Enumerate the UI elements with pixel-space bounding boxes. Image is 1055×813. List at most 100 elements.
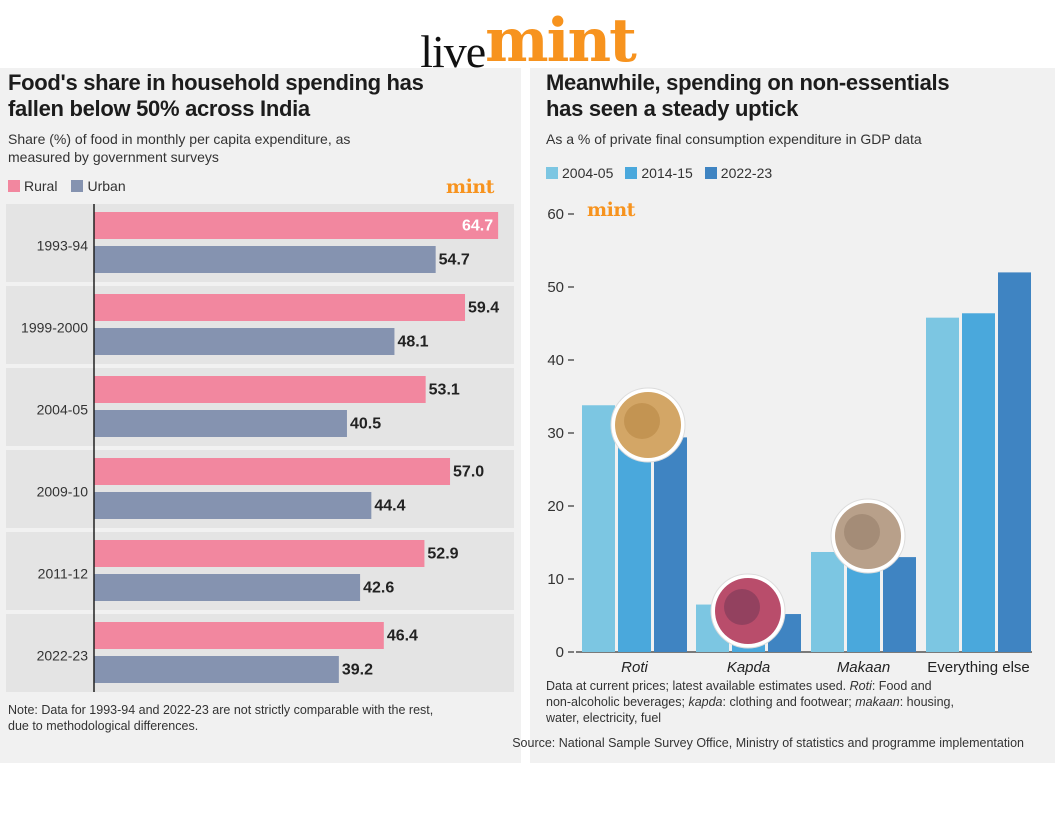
value-label-rural: 46.4	[387, 628, 418, 645]
legend-item-2004-05: 2004-05	[546, 165, 613, 181]
left-mint-watermark: mint	[446, 176, 494, 198]
right-note-line-3: water, electricity, fuel	[546, 711, 662, 725]
legend-label-urban: Urban	[87, 178, 126, 194]
bar-rural	[94, 540, 425, 567]
left-subtitle-line-2: measured by government surveys	[8, 149, 219, 165]
right-note-line-2-c: : clothing and footwear;	[722, 695, 856, 709]
x-category-label: Kapda	[727, 659, 770, 676]
legend-swatch-urban	[71, 180, 84, 192]
right-note-roti: Roti	[849, 679, 872, 693]
right-note-line-2: non-alcoholic beverages; kapda: clothing…	[546, 694, 954, 710]
left-chart-legend: Rural Urban	[8, 178, 126, 194]
legend-label-2014-15: 2014-15	[641, 165, 693, 181]
left-chart-subtitle: Share (%) of food in monthly per capita …	[8, 130, 350, 166]
y-tick-label: 50	[547, 279, 564, 296]
right-note-line-2-e: : housing,	[899, 695, 954, 709]
bar-2022-23	[654, 437, 687, 652]
right-chart-legend: 2004-05 2014-15 2022-23	[546, 165, 772, 181]
left-note-line-1: Note: Data for 1993-94 and 2022-23 are n…	[8, 703, 434, 717]
x-category-label: Roti	[621, 659, 648, 676]
value-label-urban: 44.4	[374, 498, 405, 515]
bar-rural	[94, 294, 466, 321]
y-tick-label: 40	[547, 352, 564, 369]
bar-rural	[94, 376, 426, 403]
legend-item-2022-23: 2022-23	[704, 165, 773, 181]
y-tick-label: 20	[547, 498, 564, 515]
bar-urban	[94, 656, 339, 683]
value-label-urban: 54.7	[439, 252, 470, 269]
legend-label-2004-05: 2004-05	[562, 165, 614, 181]
legend-label-rural: Rural	[24, 178, 58, 194]
left-bar-chart: 1993-94 64.7 54.7 1999-2000 59.4 48.1 2004-05 5…	[6, 204, 514, 692]
bar-urban	[94, 246, 436, 273]
right-note-makaan: makaan	[855, 695, 900, 709]
right-chart-title: Meanwhile, spending on non-essentials ha…	[546, 70, 950, 122]
legend-item-urban: Urban	[71, 178, 126, 194]
right-note-line-1-a: Data at current prices; latest available…	[546, 679, 850, 693]
legend-swatch-2014-15	[625, 167, 638, 179]
legend-item-rural: Rural	[8, 178, 57, 194]
y-tick-label: 60	[547, 206, 564, 223]
roti-photo-icon	[610, 387, 686, 463]
left-title-line-2: fallen below 50% across India	[8, 96, 310, 121]
makaan-photo-icon	[830, 498, 906, 574]
photo-fill	[715, 578, 781, 644]
right-mint-watermark: mint	[587, 199, 635, 221]
value-label-rural: 53.1	[429, 382, 460, 399]
legend-swatch-2022-23	[704, 167, 717, 179]
right-title-line-2: has seen a steady uptick	[546, 96, 799, 121]
y-tick-label: 30	[547, 425, 564, 442]
legend-swatch-rural	[8, 180, 20, 192]
kapda-photo-icon	[710, 573, 786, 649]
bar-rural	[94, 622, 384, 649]
category-label: 2009-10	[37, 484, 89, 500]
right-bar-chart: 0 10 20 30 40 50 60 Roti Kapda Makaan Everything e…	[547, 206, 1032, 676]
value-label-urban: 39.2	[342, 662, 373, 679]
left-chart-title: Food's share in household spending has f…	[8, 70, 424, 122]
y-tick-label: 10	[547, 571, 564, 588]
value-label-urban: 42.6	[363, 580, 394, 597]
chart-source: Source: National Sample Survey Office, M…	[512, 736, 1024, 750]
bar-rural	[94, 212, 499, 239]
photo-fill	[615, 392, 681, 458]
bar-rural	[94, 458, 451, 485]
right-chart-note: Data at current prices; latest available…	[546, 678, 954, 726]
bar-urban	[94, 574, 361, 601]
left-subtitle-line-1: Share (%) of food in monthly per capita …	[8, 131, 351, 147]
value-label-rural: 57.0	[453, 464, 484, 481]
bar-urban	[94, 328, 395, 355]
left-chart-note: Note: Data for 1993-94 and 2022-23 are n…	[8, 702, 433, 734]
bar-2004-05	[811, 551, 844, 652]
bar-urban	[94, 410, 347, 437]
livemint-logo: livemint	[0, 0, 1055, 77]
value-label-rural: 59.4	[468, 300, 499, 317]
legend-swatch-2004-05	[546, 167, 558, 179]
bar-2014-15	[618, 426, 651, 652]
legend-item-2014-15: 2014-15	[625, 165, 693, 181]
right-note-line-1-c: : Food and	[871, 679, 932, 693]
value-label-urban: 40.5	[350, 416, 381, 433]
bar-2004-05	[926, 317, 959, 652]
photo-fill	[835, 503, 901, 569]
bar-2022-23	[883, 557, 916, 652]
photo-shade	[724, 589, 760, 625]
category-label: 1993-94	[37, 238, 89, 254]
x-category-label: Makaan	[837, 659, 890, 676]
left-note-line-2: due to methodological differences.	[8, 719, 199, 733]
right-note-line-2-a: non-alcoholic beverages;	[546, 695, 689, 709]
category-label: 2022-23	[37, 648, 89, 664]
category-label: 2011-12	[38, 566, 89, 582]
logo-mint-text: mint	[485, 6, 637, 76]
bar-urban	[94, 492, 372, 519]
value-label-rural: 64.7	[462, 218, 493, 235]
legend-label-2022-23: 2022-23	[720, 165, 773, 181]
right-title-line-1: Meanwhile, spending on non-essentials	[546, 70, 950, 95]
right-chart-subtitle: As a % of private final consumption expe…	[546, 131, 922, 147]
value-label-rural: 52.9	[427, 546, 458, 563]
x-category-label: Everything else	[927, 659, 1030, 676]
photo-shade	[844, 514, 880, 550]
left-chart-panel: Food's share in household spending has f…	[0, 68, 521, 763]
bar-2022-23	[998, 272, 1031, 652]
right-chart-panel: Meanwhile, spending on non-essentials ha…	[512, 68, 1055, 763]
value-label-urban: 48.1	[397, 334, 428, 351]
